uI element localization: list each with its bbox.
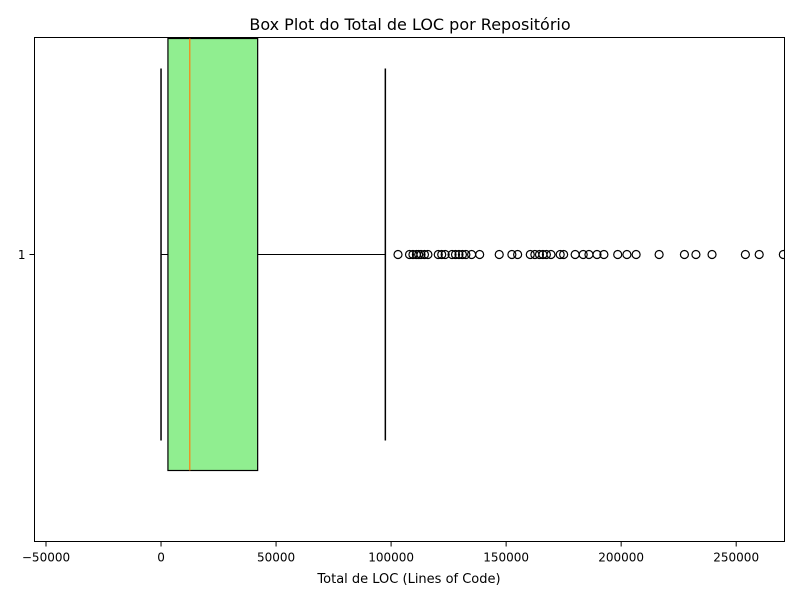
outlier-point: [570, 249, 580, 260]
x-tick-label: 250000: [713, 551, 759, 565]
outlier-point: [475, 249, 485, 260]
outlier-point: [404, 249, 415, 260]
outlier-point: [419, 249, 430, 260]
x-axis-label: Total de LOC (Lines of Code): [316, 572, 500, 587]
outlier-point: [467, 249, 477, 260]
outlier-point: [541, 249, 551, 260]
outlier-point: [631, 249, 641, 260]
y-tick-label: 1: [18, 248, 26, 262]
outlier-point: [584, 249, 594, 260]
x-axis-ticks: −50000 0 50000 100000 150000 200000 250000: [22, 541, 759, 565]
outlier-point: [447, 249, 457, 260]
axes-frame: [34, 37, 785, 542]
outlier-point: [654, 249, 664, 260]
outlier-point: [679, 249, 690, 260]
outlier-point: [534, 249, 545, 260]
outlier-point: [450, 249, 461, 260]
outlier-point: [454, 249, 464, 260]
x-tick-label: 0: [157, 551, 165, 565]
outlier-point: [416, 249, 426, 260]
outlier-point: [592, 249, 602, 260]
outlier-point: [707, 249, 717, 260]
outlier-point: [622, 249, 632, 260]
x-tick-label: −50000: [22, 551, 70, 565]
chart-title: Box Plot do Total de LOC por Repositório: [249, 15, 570, 34]
outlier-point: [578, 249, 588, 260]
outlier-point: [599, 249, 609, 260]
outlier-point: [437, 249, 447, 260]
iqr-box: [167, 37, 259, 472]
outlier-point: [691, 249, 701, 260]
outlier-point: [513, 249, 523, 260]
outlier-point: [423, 249, 433, 260]
outlier-point: [414, 249, 424, 260]
outlier-point: [555, 249, 565, 260]
x-tick-label: 50000: [257, 551, 295, 565]
outlier-point: [494, 249, 504, 260]
plot-area: [160, 37, 785, 472]
outlier-point: [778, 249, 785, 260]
outlier-point: [393, 249, 403, 260]
outlier-point: [433, 249, 443, 260]
outlier-point: [440, 249, 450, 260]
outlier-point: [507, 249, 517, 260]
outlier-point: [546, 249, 556, 260]
outlier-point: [530, 249, 540, 260]
outlier-point: [613, 249, 623, 260]
x-tick-label: 150000: [483, 551, 529, 565]
outlier-point: [457, 249, 468, 260]
x-tick-label: 100000: [368, 551, 414, 565]
outlier-point: [740, 249, 750, 260]
x-tick-label: 200000: [598, 551, 644, 565]
outlier-point: [754, 249, 764, 260]
outlier-point: [525, 249, 535, 260]
y-axis-ticks: 1: [18, 248, 35, 262]
outlier-point: [559, 249, 569, 260]
outlier-point: [461, 249, 471, 260]
